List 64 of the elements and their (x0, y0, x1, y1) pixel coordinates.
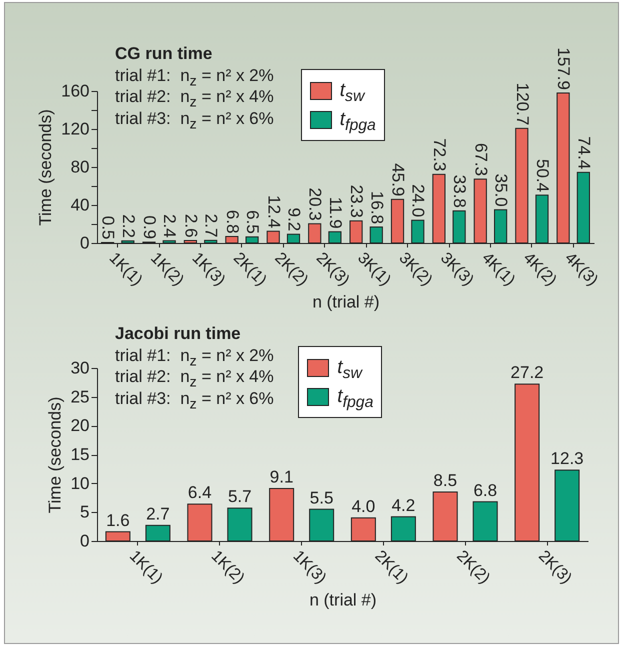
annotation: trial #2: n$_{z}$ = n² x 4% (115, 367, 274, 390)
data-label: 35.0 (492, 174, 511, 207)
y-tick-label: 120 (61, 120, 90, 138)
data-label: 5.5 (310, 488, 334, 508)
data-label: 12.4 (264, 195, 284, 228)
data-label: 6.4 (188, 483, 212, 502)
x-axis-title: n (trial #) (309, 590, 377, 610)
y-tick-label: 80 (70, 158, 90, 176)
data-label: 6.5 (243, 210, 262, 234)
y-tick-label: 20 (70, 416, 90, 436)
data-label: 16.8 (367, 190, 386, 224)
text: trial #1: n$_{z}$ = n² x 2% (115, 66, 274, 89)
legend-label: t$_{fpga}$ (337, 386, 374, 410)
data-label: 67.3 (471, 142, 490, 176)
data-label: 0.5 (98, 216, 118, 240)
annotation: trial #2: n$_{z}$ = n² x 4% (115, 87, 274, 110)
data-label: 27.2 (510, 363, 544, 382)
data-label: 120.7 (512, 82, 532, 126)
data-label: 157.9 (554, 47, 574, 90)
annotation: trial #1: n$_{z}$ = n² x 2% (115, 346, 274, 369)
y-axis-title: Time (seconds) (46, 396, 65, 514)
legend-label: t$_{fpga}$ (340, 108, 376, 134)
data-label: 9.2 (284, 208, 304, 232)
data-label: 24.0 (408, 184, 428, 218)
data-label: 6.8 (222, 210, 242, 234)
y-tick-label: 25 (70, 387, 90, 406)
y-tick-label: 0 (80, 234, 90, 252)
y-axis-title: Time (seconds) (36, 109, 56, 226)
y-tick-label: 0 (80, 532, 90, 550)
data-label: 12.3 (550, 449, 584, 468)
data-label: 2.2 (118, 214, 138, 238)
data-label: 20.3 (306, 188, 325, 221)
y-tick-label: 15 (70, 445, 90, 464)
data-label: 9.1 (270, 468, 294, 487)
y-tick-label: 30 (70, 358, 90, 378)
data-label: 50.4 (533, 159, 552, 192)
data-label: 5.7 (228, 487, 252, 506)
data-label: 4.0 (352, 496, 376, 516)
data-label: 2.7 (146, 504, 170, 524)
data-label: 33.8 (450, 174, 470, 208)
chart-title: Jacobi run time (115, 323, 242, 344)
data-label: 1.6 (106, 510, 130, 530)
annotation: trial #3: n$_{z}$ = n² x 6% (115, 388, 274, 412)
data-label: 8.5 (433, 470, 458, 490)
data-label: 2.7 (202, 214, 221, 238)
data-label: 0.9 (140, 216, 159, 240)
data-label: 2.4 (160, 214, 180, 238)
y-tick-label: 160 (61, 82, 90, 100)
legend-label: t$_{sw}$ (340, 80, 364, 104)
data-label: 45.9 (388, 163, 408, 196)
data-label: 2.6 (181, 214, 200, 238)
data-label: 4.2 (392, 496, 416, 515)
annotation: trial #3: n$_{z}$ = n² x 6% (115, 108, 274, 132)
chart-title: CG run time (115, 43, 214, 64)
y-tick-label: 40 (70, 196, 90, 214)
data-label: 23.3 (347, 184, 366, 218)
data-label: 6.8 (473, 480, 498, 500)
data-label: 11.9 (326, 196, 345, 229)
data-label: 72.3 (430, 138, 449, 172)
y-tick-label: 5 (80, 502, 90, 522)
legend-label: t$_{sw}$ (337, 356, 362, 382)
y-tick-label: 10 (70, 474, 90, 493)
data-label: 74.4 (574, 136, 594, 170)
x-axis-title: n (trial #) (312, 292, 380, 312)
